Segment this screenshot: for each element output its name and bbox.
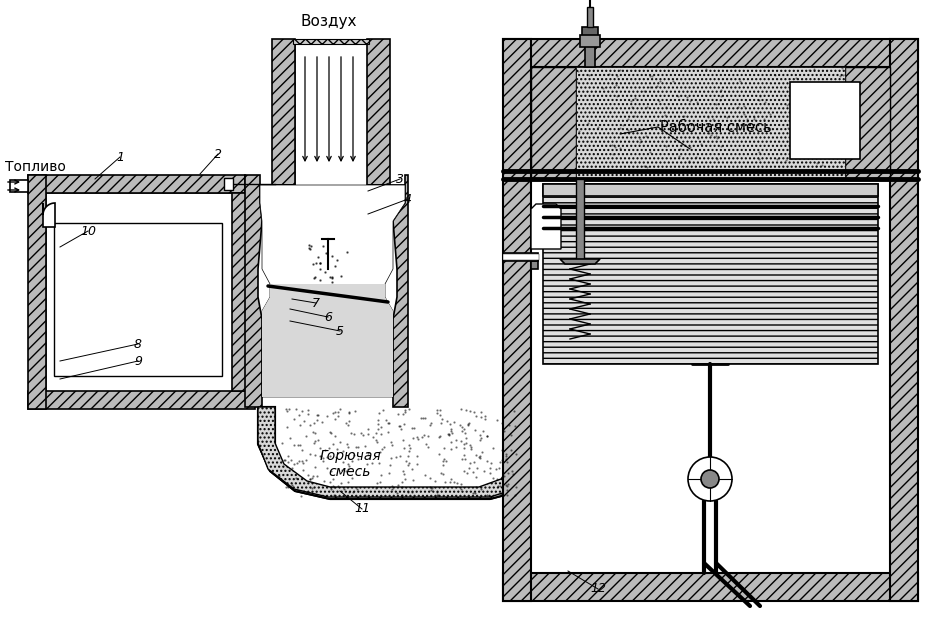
Text: Воздух: Воздух [300, 14, 357, 29]
Bar [889, 39, 917, 601]
Bar [531, 261, 537, 269]
Polygon shape [258, 264, 545, 499]
Polygon shape [232, 193, 255, 391]
Text: 9: 9 [134, 355, 142, 367]
Bar [584, 37, 595, 67]
Bar [586, 7, 593, 27]
Bar [576, 67, 844, 179]
Text: Горючая
смесь: Горючая смесь [319, 449, 380, 479]
Bar [502, 39, 531, 601]
Text: Рабочая смесь: Рабочая смесь [659, 119, 771, 134]
Polygon shape [560, 259, 599, 264]
Bar [531, 67, 889, 573]
Bar [789, 82, 859, 159]
Text: 5: 5 [336, 325, 344, 337]
Circle shape [700, 470, 718, 488]
Polygon shape [28, 175, 244, 193]
Polygon shape [261, 284, 393, 397]
Polygon shape [366, 39, 390, 185]
Text: 11: 11 [354, 502, 370, 516]
Bar [531, 67, 576, 179]
Bar [502, 573, 917, 601]
Bar [224, 178, 233, 190]
Polygon shape [10, 180, 28, 192]
Bar [502, 254, 538, 260]
Bar [295, 39, 366, 185]
Bar [502, 253, 537, 261]
Text: Топливо: Топливо [5, 160, 66, 174]
Polygon shape [260, 185, 405, 397]
Text: 2: 2 [213, 148, 222, 160]
Polygon shape [531, 204, 561, 249]
Text: 3: 3 [396, 173, 404, 185]
Bar [580, 35, 599, 47]
Bar [293, 39, 368, 44]
Text: 12: 12 [589, 583, 605, 596]
Bar [582, 27, 598, 39]
Polygon shape [272, 39, 295, 185]
Polygon shape [393, 175, 408, 407]
Polygon shape [244, 175, 261, 407]
Polygon shape [28, 391, 255, 409]
Polygon shape [258, 264, 539, 497]
Bar [543, 184, 877, 364]
Text: 8: 8 [134, 337, 142, 351]
Bar [543, 184, 877, 196]
Bar [502, 39, 917, 67]
Polygon shape [258, 264, 545, 499]
Bar [54, 223, 222, 376]
Polygon shape [43, 203, 55, 227]
Text: 10: 10 [80, 224, 96, 238]
Polygon shape [260, 185, 405, 203]
Bar [844, 67, 889, 179]
Bar [576, 179, 583, 259]
Circle shape [687, 457, 732, 501]
Text: 6: 6 [324, 311, 331, 323]
Bar [46, 193, 237, 391]
Polygon shape [28, 175, 46, 409]
Text: 1: 1 [116, 151, 124, 164]
Text: 7: 7 [312, 296, 320, 309]
Text: 4: 4 [404, 192, 412, 206]
